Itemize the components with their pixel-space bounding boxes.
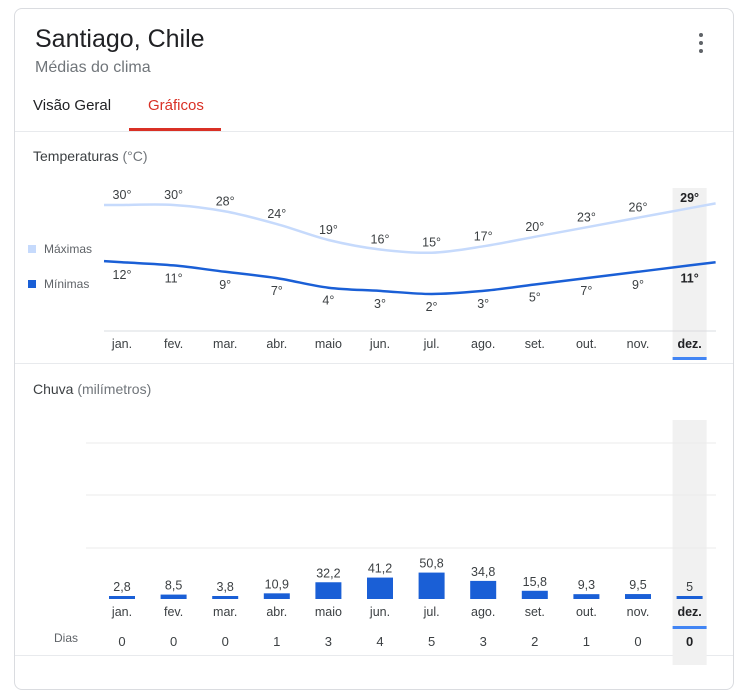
bottom-divider [15, 655, 733, 656]
tab-overview[interactable]: Visão Geral [33, 97, 112, 114]
weather-card: Santiago, Chile Médias do clima Visão Ge… [14, 8, 734, 690]
location-title: Santiago, Chile [35, 25, 205, 53]
tabs-divider [15, 131, 733, 132]
temperature-unit: (°C) [122, 148, 148, 164]
rain-section-title: Chuva (milímetros) [33, 381, 151, 397]
more-vert-icon[interactable] [693, 31, 709, 55]
temperature-title: Temperaturas [33, 148, 119, 164]
location-subtitle: Médias do clima [35, 59, 151, 76]
tab-charts[interactable]: Gráficos [148, 97, 204, 114]
temperature-section-title: Temperaturas (°C) [33, 148, 148, 164]
tab-active-indicator [129, 128, 221, 131]
rain-title: Chuva [33, 381, 74, 397]
rain-unit: (milímetros) [77, 381, 152, 397]
section-divider [15, 363, 733, 364]
